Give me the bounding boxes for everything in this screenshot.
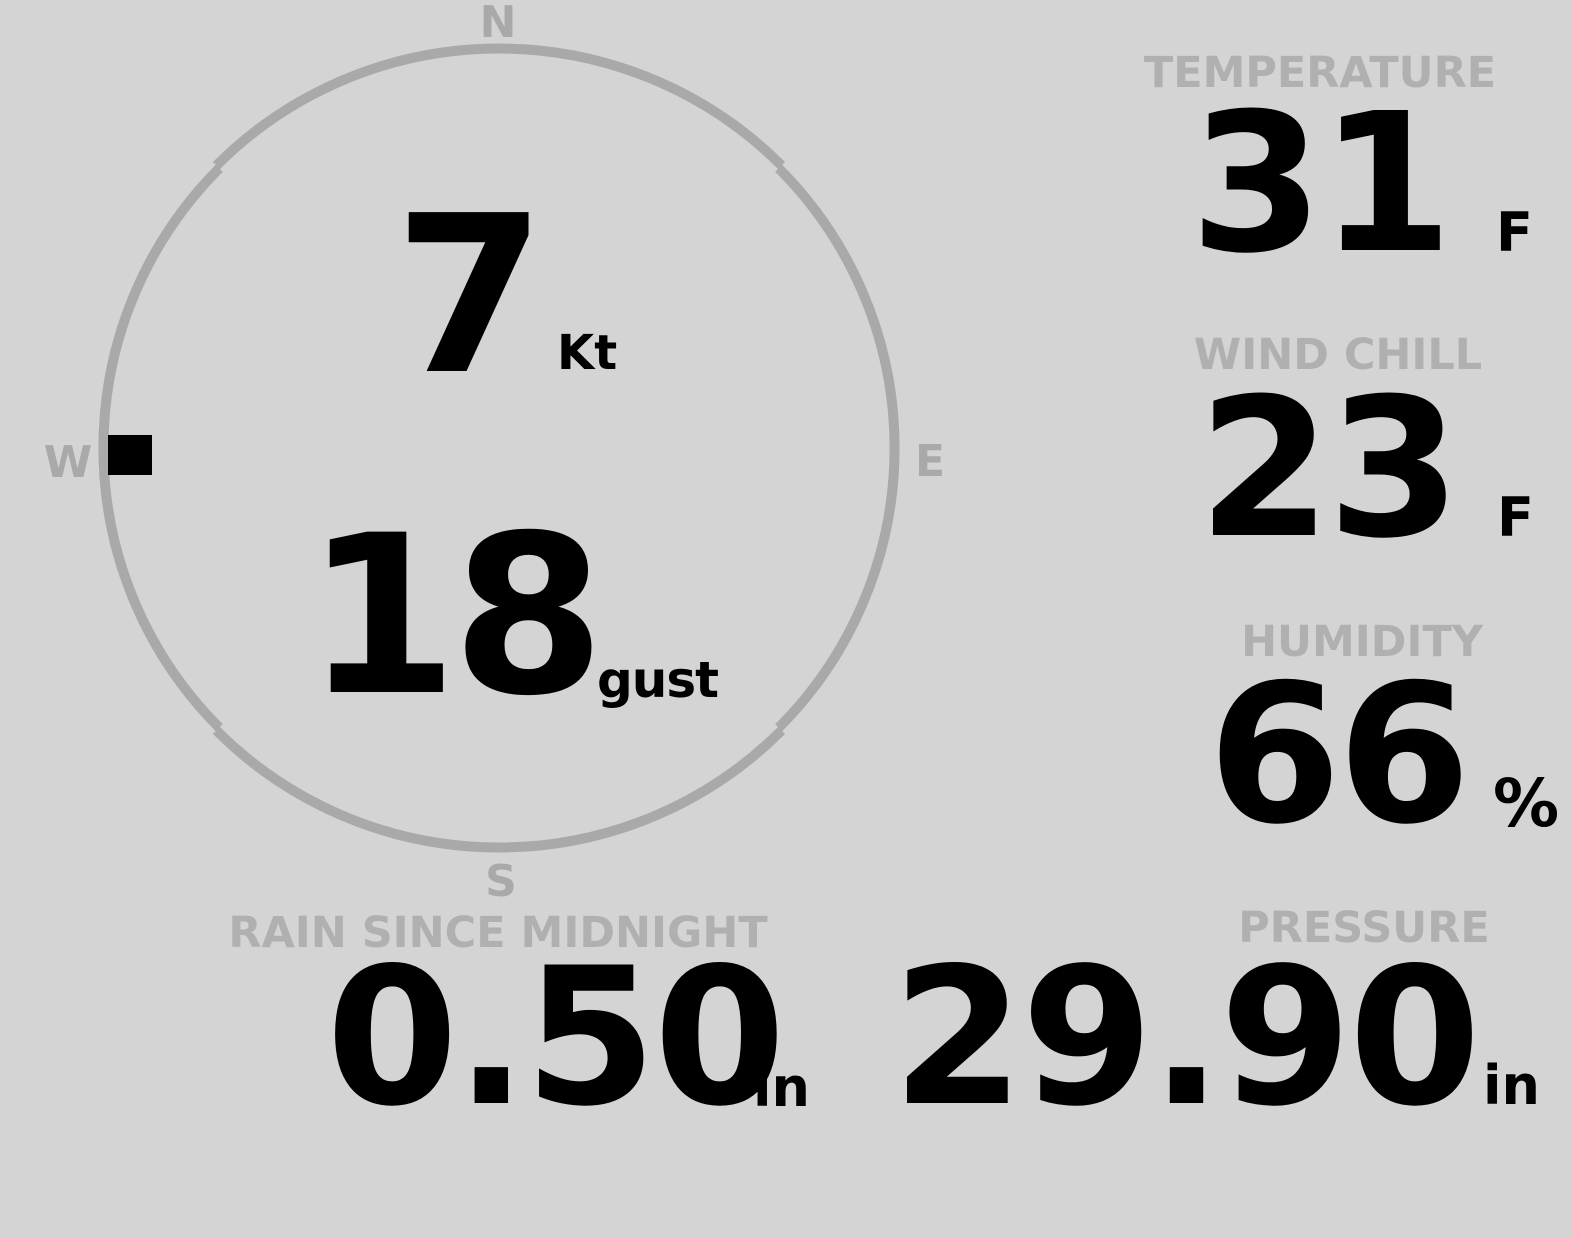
humidity-unit: % (1493, 765, 1560, 842)
wind-gust-unit: gust (597, 651, 719, 709)
wind-chill-unit: F (1497, 486, 1534, 549)
temperature-label: TEMPERATURE (1143, 48, 1497, 98)
rain-since-midnight-unit: in (753, 1056, 810, 1119)
compass-circle (98, 43, 900, 853)
cardinal-west-label: W (43, 437, 93, 488)
wind-speed-value: 7 (394, 170, 546, 423)
rain-since-midnight-label: RAIN SINCE MIDNIGHT (228, 908, 768, 958)
wind-chill-value: 23 (1197, 358, 1461, 581)
rain-since-midnight-value: 0.50 (326, 927, 786, 1148)
temperature-unit: F (1496, 201, 1533, 264)
pressure-value: 29.90 (892, 927, 1481, 1148)
humidity-label: HUMIDITY (1241, 617, 1483, 667)
cardinal-south-label: S (485, 856, 517, 907)
wind-chill-label: WIND CHILL (1193, 330, 1483, 380)
wind-speed-unit: Kt (557, 325, 618, 381)
wind-direction-marker (108, 435, 152, 475)
pressure-unit: in (1483, 1054, 1540, 1117)
humidity-value: 66 (1207, 644, 1471, 867)
temperature-value: 31 (1189, 73, 1453, 296)
wind-compass-ring (98, 43, 900, 853)
cardinal-north-label: N (479, 0, 517, 48)
cardinal-east-label: E (915, 436, 946, 487)
wind-gust-value: 18 (304, 488, 605, 744)
pressure-label: PRESSURE (1238, 903, 1490, 953)
